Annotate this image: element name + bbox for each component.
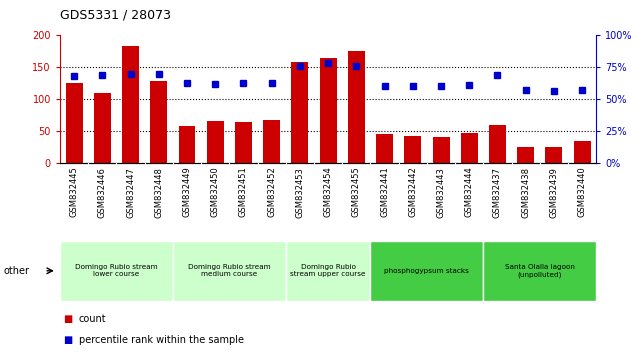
Bar <box>94 93 111 163</box>
Text: GSM832437: GSM832437 <box>493 167 502 218</box>
Text: Santa Olalla lagoon
(unpolluted): Santa Olalla lagoon (unpolluted) <box>505 264 575 278</box>
Text: phosphogypsum stacks: phosphogypsum stacks <box>384 268 469 274</box>
Bar <box>66 83 83 163</box>
Text: GSM832440: GSM832440 <box>578 167 587 217</box>
Text: count: count <box>79 314 107 324</box>
Text: GSM832443: GSM832443 <box>437 167 445 218</box>
Text: GSM832448: GSM832448 <box>154 167 163 218</box>
Text: Domingo Rubio
stream upper course: Domingo Rubio stream upper course <box>290 264 366 277</box>
Text: GSM832452: GSM832452 <box>267 167 276 217</box>
Bar <box>235 122 252 163</box>
Bar <box>545 147 562 163</box>
Text: GSM832439: GSM832439 <box>550 167 558 218</box>
Text: GSM832445: GSM832445 <box>69 167 78 217</box>
Text: Domingo Rubio stream
lower course: Domingo Rubio stream lower course <box>75 264 158 277</box>
Text: GSM832450: GSM832450 <box>211 167 220 217</box>
Bar <box>286 241 370 301</box>
Text: GSM832444: GSM832444 <box>465 167 474 217</box>
Bar <box>179 126 196 163</box>
Bar <box>60 241 173 301</box>
Text: ■: ■ <box>63 314 73 324</box>
Text: percentile rank within the sample: percentile rank within the sample <box>79 335 244 345</box>
Bar <box>574 141 591 163</box>
Bar <box>207 121 223 163</box>
Text: GSM832455: GSM832455 <box>352 167 361 217</box>
Text: GSM832446: GSM832446 <box>98 167 107 218</box>
Bar <box>370 241 483 301</box>
Text: GSM832451: GSM832451 <box>239 167 248 217</box>
Text: Domingo Rubio stream
medium course: Domingo Rubio stream medium course <box>188 264 271 277</box>
Bar <box>122 46 139 163</box>
Bar <box>461 133 478 163</box>
Bar <box>348 51 365 163</box>
Bar <box>433 137 449 163</box>
Text: GSM832449: GSM832449 <box>182 167 191 217</box>
Text: GSM832438: GSM832438 <box>521 167 530 218</box>
Text: GSM832454: GSM832454 <box>324 167 333 217</box>
Text: other: other <box>3 266 29 276</box>
Text: GSM832447: GSM832447 <box>126 167 135 218</box>
Bar <box>320 58 336 163</box>
Text: GSM832441: GSM832441 <box>380 167 389 217</box>
Bar <box>263 120 280 163</box>
Bar <box>150 81 167 163</box>
Bar <box>376 133 393 163</box>
Bar <box>517 147 534 163</box>
Bar <box>489 125 506 163</box>
Bar <box>483 241 596 301</box>
Bar <box>292 62 309 163</box>
Text: GSM832453: GSM832453 <box>295 167 304 218</box>
Text: ■: ■ <box>63 335 73 345</box>
Bar <box>173 241 286 301</box>
Text: GSM832442: GSM832442 <box>408 167 417 217</box>
Bar <box>404 136 422 163</box>
Text: GDS5331 / 28073: GDS5331 / 28073 <box>60 8 171 21</box>
